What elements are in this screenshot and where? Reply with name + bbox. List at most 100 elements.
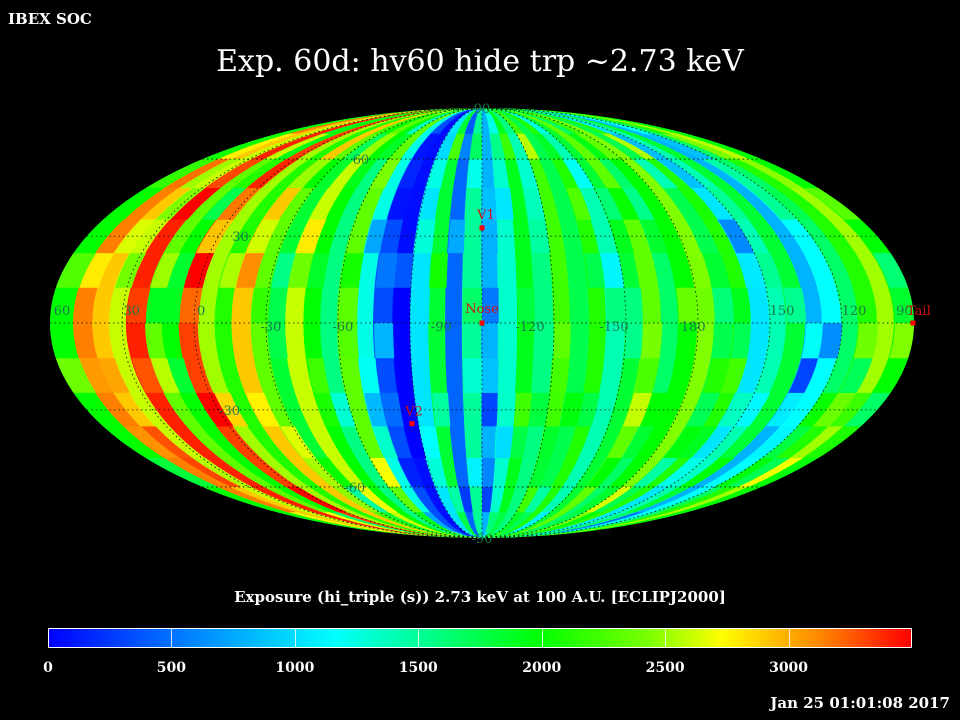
exposure-cell [115, 253, 147, 288]
longitude-label: 180 [681, 320, 706, 335]
exposure-cell [322, 512, 408, 533]
exposure-cell [516, 133, 540, 160]
exposure-cell [605, 287, 626, 323]
exposure-cell [432, 392, 451, 427]
exposure-cell [720, 358, 748, 393]
map-title: Exp. 60d: hv60 hide trp ~2.73 keV [216, 44, 744, 79]
exposure-band [428, 108, 482, 538]
exposure-cell [527, 512, 585, 533]
exposure-cell [549, 113, 627, 134]
exposure-cell [179, 458, 242, 487]
longitude-line [481, 108, 555, 538]
exposure-cell [711, 287, 734, 323]
exposure-cell [315, 159, 355, 188]
exposure-cell [660, 133, 739, 160]
exposure-cell [553, 323, 571, 359]
sky-map: 90 60 30 -30 -60 -90 60 30 0 -30 -60 -90 -120 -150 180… [50, 102, 931, 547]
exposure-cell [55, 253, 97, 288]
exposure-cell [490, 133, 506, 160]
longitude-label: 150 [770, 304, 795, 319]
exposure-cell [576, 392, 600, 427]
exposure-cell [447, 133, 465, 160]
longitude-line [265, 108, 483, 538]
exposure-cell [280, 426, 316, 458]
exposure-cell [668, 458, 720, 487]
exposure-cell [482, 458, 496, 487]
exposure-cell [608, 219, 635, 254]
exposure-cell [502, 512, 534, 533]
exposure-cell [567, 133, 610, 160]
exposure-cell [369, 159, 402, 188]
exposure-cell [853, 323, 878, 359]
exposure-cell [167, 253, 196, 288]
exposure-cell [180, 392, 217, 427]
exposure-cell [632, 159, 679, 188]
exposure-cell [482, 486, 493, 513]
exposure-cell [114, 219, 156, 254]
exposure-cell [146, 287, 168, 323]
exposure-cell [343, 133, 389, 160]
map-markers: V1 Nose V2 Tail [404, 208, 931, 427]
longitude-label: 90 [896, 304, 913, 319]
longitude-line [481, 108, 699, 538]
exposure-cell [343, 159, 378, 188]
exposure-cell [205, 159, 265, 188]
exposure-cell [469, 486, 482, 513]
exposure-cell [338, 323, 359, 359]
exposure-cell [463, 358, 482, 393]
exposure-cell [663, 426, 703, 458]
latitude-label: -90 [472, 532, 493, 547]
exposure-cell [490, 512, 508, 533]
colorbar-tick-label: 500 [156, 660, 187, 676]
exposure-cell [801, 323, 823, 359]
exposure-cell [695, 287, 715, 323]
exposure-cell [889, 287, 914, 323]
colorbar-tick-label: 2500 [645, 660, 685, 676]
exposure-cell [233, 159, 287, 188]
exposure-cell [246, 159, 299, 188]
colorbar-tick [665, 629, 667, 647]
colorbar-tick [418, 629, 420, 647]
exposure-cell [524, 486, 552, 513]
longitude-label: -150 [599, 320, 628, 335]
exposure-cell [219, 253, 246, 288]
exposure-cell [268, 287, 288, 323]
exposure-cell [622, 426, 655, 458]
longitude-label: 30 [123, 304, 140, 319]
longitude-line [337, 108, 483, 538]
exposure-cell [788, 358, 819, 393]
exposure-cell [624, 323, 643, 359]
exposure-cell [607, 188, 640, 220]
exposure-cell [322, 113, 408, 134]
exposure-cell [559, 392, 585, 427]
longitude-label: 120 [842, 304, 867, 319]
exposure-cell [528, 458, 552, 487]
exposure-cell [372, 113, 433, 134]
exposure-cell [287, 159, 333, 188]
exposure-cell [393, 287, 411, 323]
exposure-cell [398, 392, 419, 427]
longitude-line [409, 108, 483, 538]
exposure-band [482, 108, 627, 538]
exposure-cell [179, 159, 242, 188]
colorbar-label: Exposure (hi_triple (s)) 2.73 keV at 100… [234, 588, 726, 606]
exposure-cell [332, 486, 381, 513]
exposure-cell [797, 392, 839, 427]
exposure-cell [686, 392, 721, 427]
exposure-cell [528, 219, 551, 254]
exposure-cell [358, 358, 380, 393]
exposure-cell [202, 188, 247, 220]
exposure-cell [456, 512, 474, 533]
exposure-cell [467, 458, 482, 487]
colorbar-tick-label: 0 [43, 660, 53, 676]
exposure-cell [575, 133, 622, 160]
exposure-cell [623, 392, 653, 427]
exposure-cell [372, 426, 398, 458]
colorbar-tick-label: 3000 [769, 660, 809, 676]
exposure-cell [678, 188, 718, 220]
exposure-cell [150, 358, 181, 393]
exposure-cell [306, 253, 330, 288]
colorbar-tick [541, 629, 543, 647]
exposure-cell [622, 188, 655, 220]
exposure-cell [397, 458, 425, 487]
